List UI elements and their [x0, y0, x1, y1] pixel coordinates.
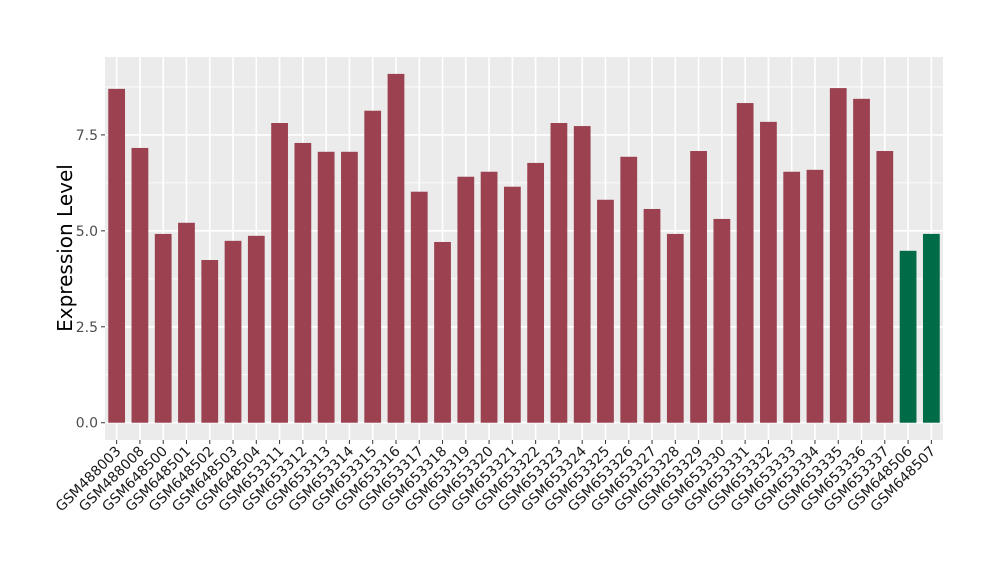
bar-GSM653319 [457, 176, 475, 423]
y-tick-label: 7.5 [76, 128, 98, 144]
bar-GSM653324 [573, 126, 591, 423]
y-tick-label: 2.5 [76, 320, 98, 336]
bar-GSM653314 [341, 151, 358, 423]
bar-GSM653329 [690, 151, 707, 423]
bar-GSM653318 [434, 241, 451, 423]
bar-GSM653336 [853, 98, 870, 423]
plot-panel [105, 57, 943, 440]
bar-GSM648501 [178, 222, 195, 423]
bar-GSM653328 [666, 233, 684, 423]
bar-GSM653334 [806, 169, 824, 423]
bar-GSM488003 [108, 88, 126, 423]
bar-GSM653322 [527, 162, 545, 423]
bar-GSM653337 [876, 151, 894, 423]
bar-GSM653320 [480, 171, 498, 423]
x-axis: GSM488003GSM488008GSM648500GSM648501GSM6… [53, 440, 939, 515]
y-axis: 0.0 2.5 5.0 7.5 [76, 128, 105, 432]
y-tick-label: 0.0 [76, 416, 98, 432]
bar-GSM648507 [922, 233, 940, 423]
bar-GSM653335 [829, 88, 847, 423]
bar-GSM648506 [899, 250, 917, 423]
bar-GSM653327 [643, 208, 661, 423]
bar-GSM653315 [364, 110, 382, 423]
bar-GSM653330 [713, 218, 731, 423]
bar-GSM648500 [154, 233, 172, 423]
bar-GSM653326 [620, 156, 638, 423]
bar-GSM653321 [503, 186, 521, 423]
bars [108, 73, 940, 423]
bar-GSM653311 [271, 123, 288, 423]
bar-GSM653333 [783, 171, 801, 423]
y-axis-title: Expression Level [53, 164, 77, 332]
y-tick-label: 5.0 [76, 224, 98, 240]
bar-GSM653332 [760, 121, 777, 423]
bar-GSM648503 [224, 240, 242, 423]
bar-GSM648502 [201, 260, 219, 423]
bar-GSM653313 [317, 151, 335, 423]
bar-GSM653323 [550, 123, 568, 423]
bar-GSM653331 [736, 103, 754, 423]
bar-GSM653317 [410, 191, 428, 423]
bar-GSM653316 [387, 73, 405, 423]
bar-GSM648504 [247, 235, 265, 423]
bar-GSM653325 [597, 199, 614, 423]
bar-GSM488008 [131, 147, 149, 423]
bar-GSM653312 [294, 142, 312, 423]
